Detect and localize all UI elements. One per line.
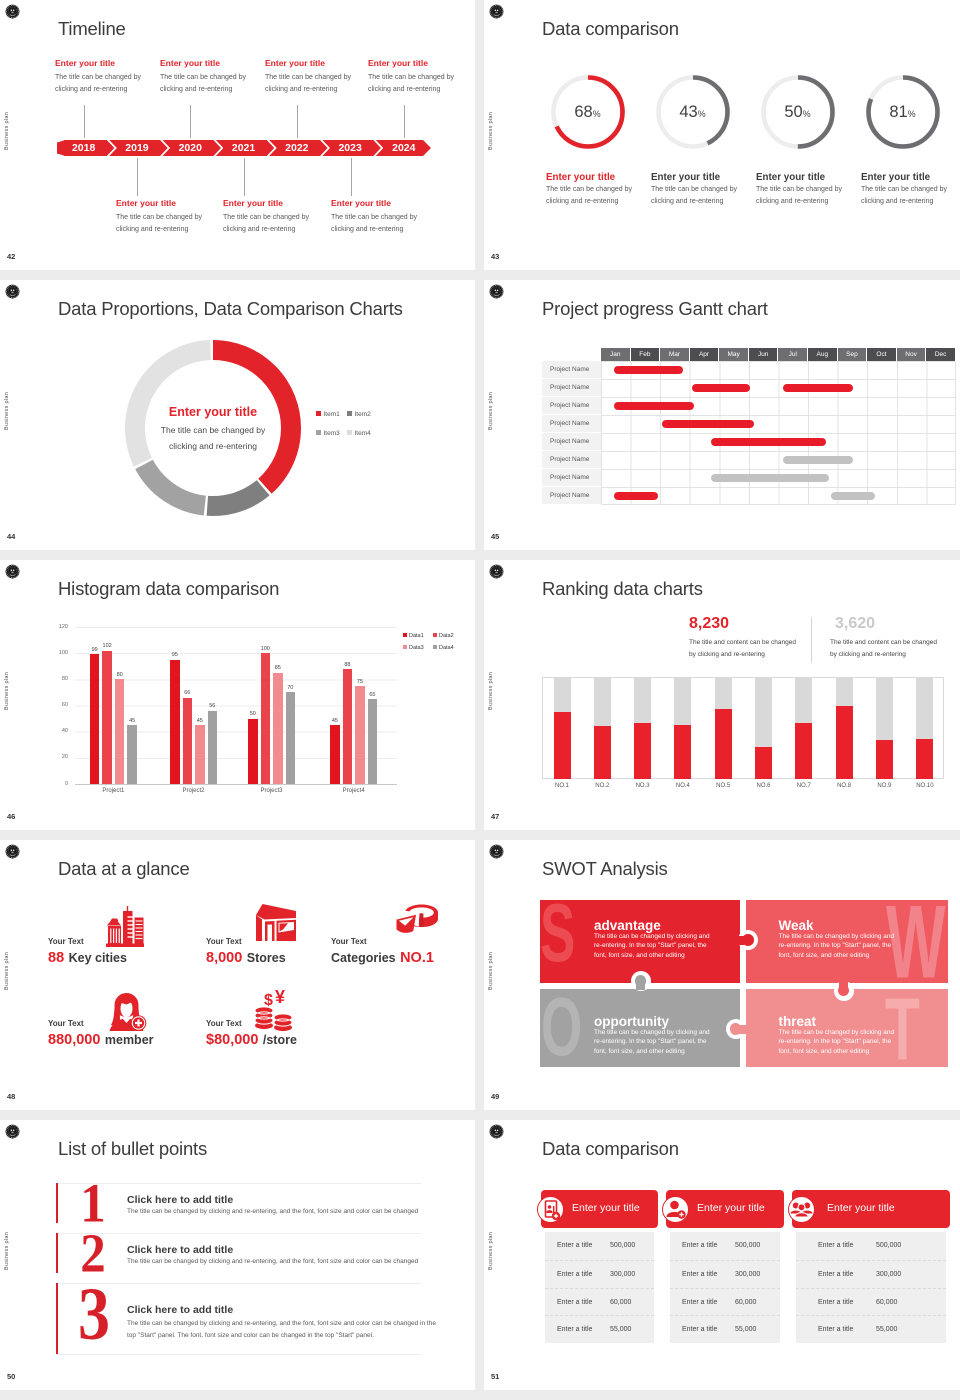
svg-text:¥: ¥ [275,990,285,1007]
svg-text:$: $ [264,992,273,1009]
